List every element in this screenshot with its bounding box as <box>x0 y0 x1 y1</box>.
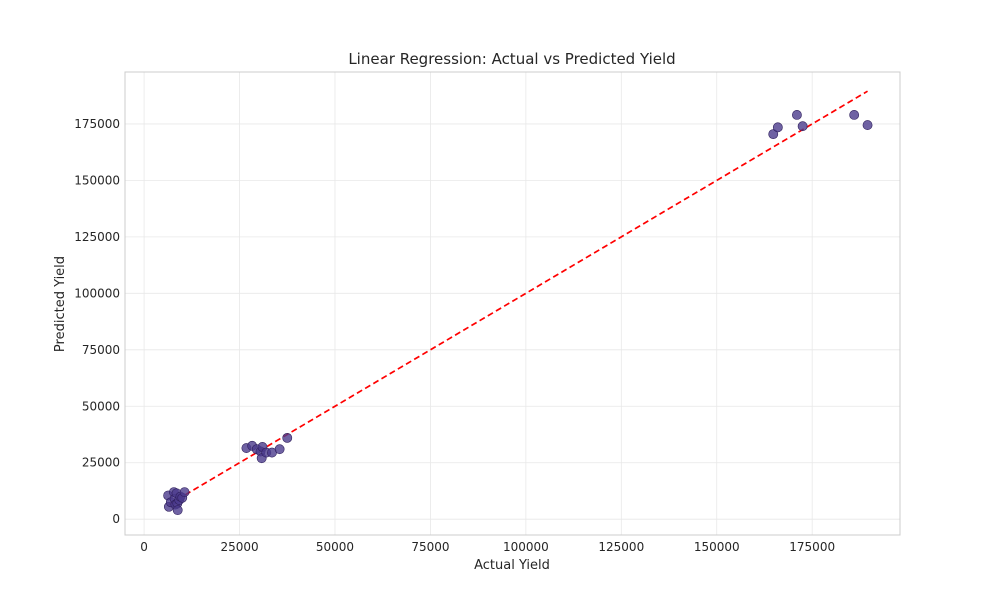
grid <box>125 72 900 535</box>
chart-title: Linear Regression: Actual vs Predicted Y… <box>348 50 675 68</box>
x-axis-ticks: 0 25000 50000 75000 100000 125000 150000 175000 <box>140 540 835 554</box>
scatter-point <box>797 121 808 132</box>
scatter-point <box>772 122 783 133</box>
y-tick-label: 25000 <box>82 456 120 470</box>
y-tick-label: 125000 <box>74 230 120 244</box>
x-axis-label: Actual Yield <box>474 558 550 573</box>
x-tick-label: 100000 <box>503 540 549 554</box>
x-tick-label: 25000 <box>220 540 258 554</box>
scatter-point <box>282 432 293 443</box>
scatter-point <box>862 120 873 130</box>
scatter-point <box>768 129 779 140</box>
y-tick-label: 150000 <box>74 173 120 187</box>
x-tick-label: 50000 <box>316 540 354 554</box>
y-tick-label: 0 <box>112 512 120 526</box>
x-tick-label: 150000 <box>694 540 740 554</box>
reference-line-layer <box>168 90 868 506</box>
x-tick-label: 75000 <box>411 540 449 554</box>
scatter-points-layer <box>163 110 873 516</box>
plot-area-frame <box>124 71 901 536</box>
x-tick-label: 125000 <box>598 540 644 554</box>
y-tick-label: 75000 <box>82 343 120 357</box>
x-tick-label: 175000 <box>789 540 835 554</box>
scatter-point <box>849 110 860 120</box>
scatter-point <box>792 110 802 120</box>
y-axis-ticks: 0 25000 50000 75000 100000 125000 150000 175000 <box>74 117 120 526</box>
y-tick-label: 175000 <box>74 117 120 131</box>
scatter-point <box>274 444 285 455</box>
y-tick-label: 50000 <box>82 399 120 413</box>
scatter-point <box>172 505 183 516</box>
y-tick-label: 100000 <box>74 286 120 300</box>
x-tick-label: 0 <box>140 540 148 554</box>
scatter-point <box>179 487 190 497</box>
reference-line <box>168 90 868 506</box>
y-axis-label: Predicted Yield <box>53 256 68 352</box>
